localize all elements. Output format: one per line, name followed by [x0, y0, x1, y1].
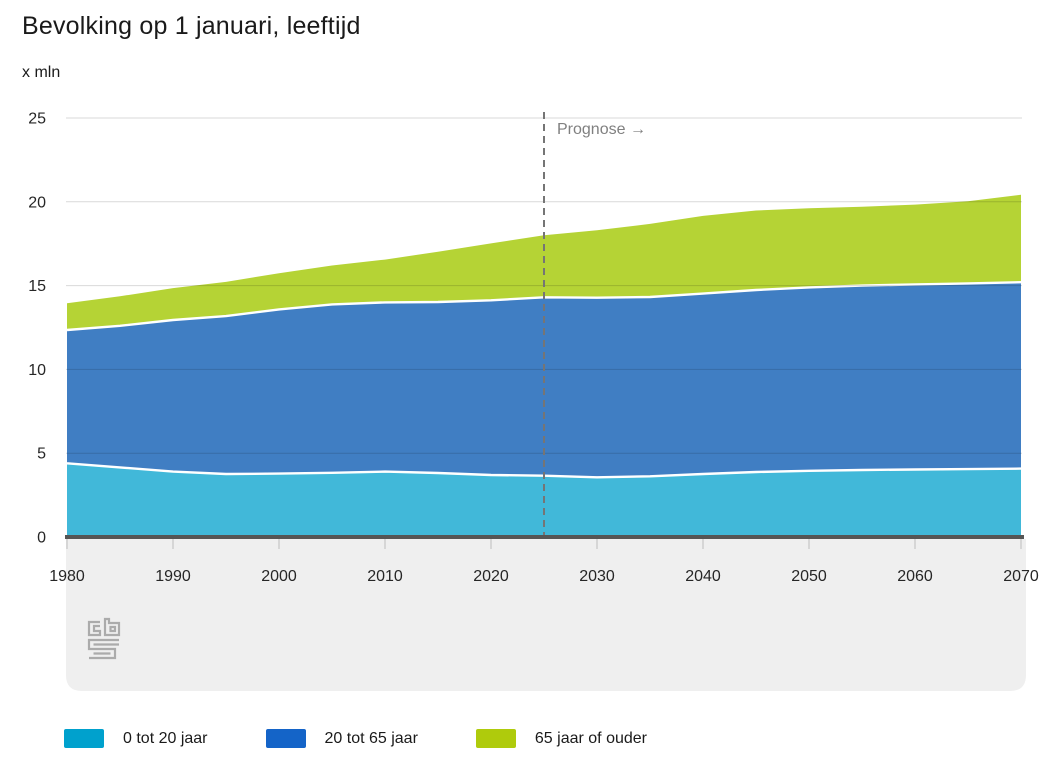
x-tick-label: 2070 — [1003, 568, 1039, 585]
legend-swatch-icon — [64, 729, 104, 748]
chart-legend: 0 tot 20 jaar 20 tot 65 jaar 65 jaar of … — [64, 729, 647, 748]
x-axis-band — [66, 539, 1026, 691]
y-tick-label: 5 — [37, 446, 46, 463]
x-tick-label: 2030 — [579, 568, 615, 585]
x-tick-label: 2050 — [791, 568, 827, 585]
legend-label: 0 tot 20 jaar — [123, 729, 208, 747]
legend-swatch-icon — [475, 729, 516, 748]
y-tick-label: 20 — [28, 194, 46, 211]
x-tick-label: 2020 — [473, 568, 509, 585]
chart-title: Bevolking op 1 januari, leeftijd — [22, 12, 361, 40]
x-axis-line — [65, 535, 1024, 539]
y-tick-label: 15 — [28, 278, 46, 295]
y-tick-label: 10 — [28, 362, 46, 379]
y-tick-label: 25 — [28, 111, 46, 128]
legend-label: 65 jaar of ouder — [534, 729, 647, 747]
x-tick-label: 2060 — [897, 568, 933, 585]
population-area-chart: 1980 1990 2000 2010 2020 2030 2040 2050 2060 2070… — [28, 111, 1039, 691]
x-tick-label: 2000 — [261, 568, 297, 585]
cbs-logo-icon — [87, 617, 121, 660]
legend-swatch-icon — [265, 729, 306, 748]
y-tick-label: 0 — [37, 530, 46, 547]
y-axis-unit-label: x mln — [22, 64, 61, 81]
x-tick-label: 1990 — [155, 568, 191, 585]
legend-item-20-tot-65[interactable]: 20 tot 65 jaar — [265, 729, 418, 748]
legend-label: 20 tot 65 jaar — [324, 729, 418, 747]
forecast-annotation-label: Prognose → — [557, 121, 646, 138]
x-tick-label: 1980 — [49, 568, 85, 585]
legend-item-65-of-ouder[interactable]: 65 jaar of ouder — [475, 729, 647, 748]
legend-item-0-tot-20[interactable]: 0 tot 20 jaar — [64, 729, 208, 748]
x-tick-label: 2040 — [685, 568, 721, 585]
x-tick-label: 2010 — [367, 568, 403, 585]
